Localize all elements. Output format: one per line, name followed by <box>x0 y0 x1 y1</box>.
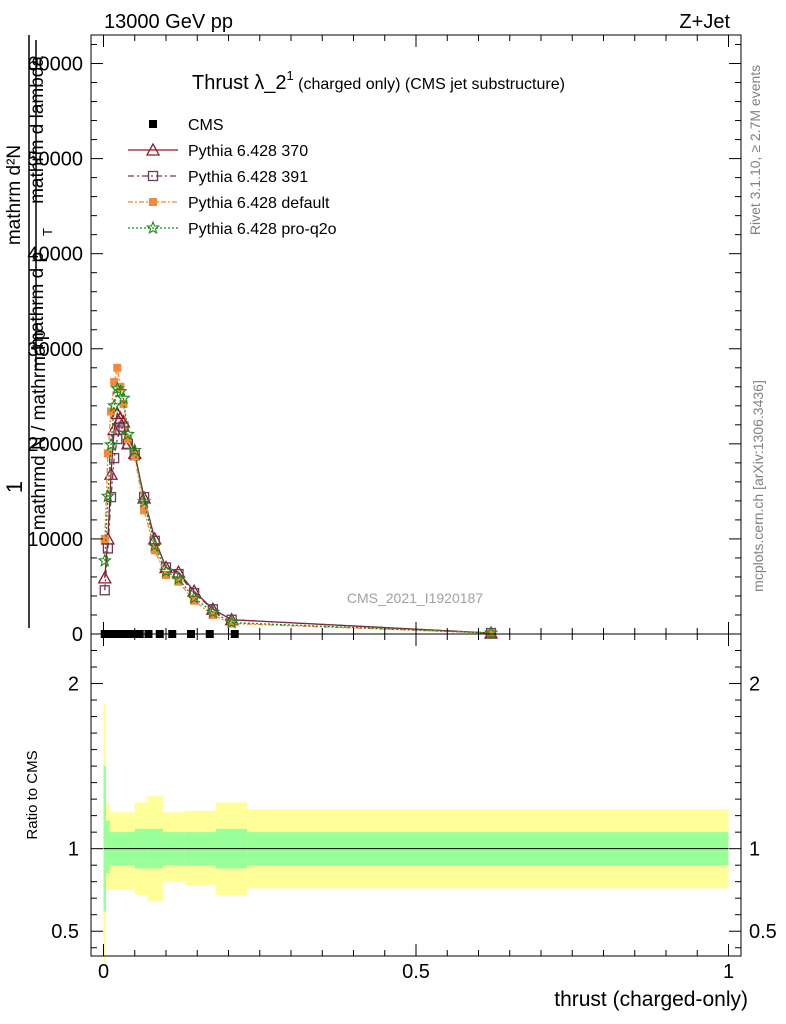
point-pythia-6-428-default <box>227 619 236 628</box>
point-pythia-6-428-pro-q2o <box>224 615 239 629</box>
legend-marker-pythia-6-428-pro-q2o <box>145 220 161 235</box>
legend-label-pythia-6-428-391: Pythia 6.428 391 <box>188 169 308 186</box>
header-left: 13000 GeV pp <box>104 11 233 33</box>
point-pythia-6-428-default <box>487 629 495 638</box>
point-pythia-6-428-370 <box>137 490 152 504</box>
point-pythia-6-428-391 <box>115 424 126 435</box>
rivet-version-text: Rivet 3.1.10, ≥ 2.7M events <box>747 65 763 235</box>
legend-label-pythia-6-428-default: Pythia 6.428 default <box>188 195 330 212</box>
point-pythia-6-428-default <box>140 506 149 515</box>
point-pythia-6-428-391 <box>138 491 150 503</box>
point-pythia-6-428-default <box>103 449 112 458</box>
mcplots-text: mcplots.cern.ch [arXiv:1306.3436] <box>750 380 766 592</box>
point-pythia-6-428-391 <box>149 535 160 546</box>
point-pythia-6-428-pro-q2o <box>127 442 142 457</box>
point-pythia-6-428-default <box>119 399 128 408</box>
plot-title-rest: (charged only) (CMS jet substructure) <box>294 76 565 93</box>
plot-title-sup: 1 <box>286 68 293 83</box>
point-pythia-6-428-391 <box>99 585 110 596</box>
x-tick-label: 1 <box>723 961 734 983</box>
main-y-tick-label: 20000 <box>27 434 83 456</box>
main-axes: 0 10000 20000 30000 40000 50000 60000 <box>27 34 742 646</box>
point-pythia-6-428-pro-q2o <box>171 571 186 585</box>
ratio-y-tick-label: 0.5 <box>51 921 79 943</box>
x-tick-label: 0 <box>98 961 109 983</box>
legend-marker-cms <box>149 120 157 128</box>
main-y-tick-label: 50000 <box>27 149 83 171</box>
point-pythia-6-428-370 <box>103 466 119 480</box>
point-pythia-6-428-370 <box>116 414 131 428</box>
ylabel-one: 1 <box>2 481 27 493</box>
main-y-tick-label: 10000 <box>27 529 83 551</box>
ratio-y-axis-label: Ratio to CMS <box>24 750 41 839</box>
point-pythia-6-428-370 <box>187 583 202 597</box>
point-pythia-6-428-pro-q2o <box>147 538 162 552</box>
point-pythia-6-428-pro-q2o <box>158 563 174 578</box>
point-pythia-6-428-370 <box>97 570 112 584</box>
series-line-pythia-6-428-default <box>104 367 492 634</box>
legend: CMS Pythia 6.428 370 Pythia 6.428 391 Pythi… <box>128 117 337 238</box>
point-pythia-6-428-pro-q2o <box>100 488 116 503</box>
legend-marker-pythia-6-428-default <box>149 198 157 206</box>
main-y-tick-label: 30000 <box>27 339 83 361</box>
point-pythia-6-428-370 <box>171 564 186 578</box>
point-pythia-6-428-default <box>123 435 132 444</box>
ylabel-sub-t: T <box>40 228 55 236</box>
point-pythia-6-428-pro-q2o <box>483 625 499 640</box>
main-y-tick-label: 0 <box>72 624 83 646</box>
ylabel-num: mathrm d²N <box>4 145 25 245</box>
point-pythia-6-428-default <box>100 534 109 543</box>
point-pythia-6-428-default <box>150 546 159 555</box>
point-pythia-6-428-391 <box>108 452 120 464</box>
header-right: Z+Jet <box>679 11 730 33</box>
legend-label-cms: CMS <box>188 117 224 134</box>
legend-marker-pythia-6-428-391 <box>147 170 159 182</box>
ratio-axes: 0.5 0.5 1 1 2 2 0 0.5 1 <box>51 633 777 983</box>
ratio-y-tick-label-right: 0.5 <box>749 921 777 943</box>
point-pythia-6-428-pro-q2o <box>136 494 152 508</box>
legend-label-pythia-6-428-370: Pythia 6.428 370 <box>188 143 308 160</box>
point-pythia-6-428-pro-q2o <box>205 604 221 619</box>
point-pythia-6-428-pro-q2o <box>97 553 112 567</box>
point-pythia-6-428-default <box>130 452 139 461</box>
point-pythia-6-428-391 <box>102 543 114 554</box>
x-axis-label: thrust (charged-only) <box>554 988 748 1011</box>
point-pythia-6-428-pro-q2o <box>116 390 131 405</box>
ylabel-den: mathrmd N / mathrmd p <box>29 330 50 531</box>
point-pythia-6-428-pro-q2o <box>113 384 128 398</box>
ratio-band-inner <box>103 766 106 912</box>
point-pythia-6-428-pro-q2o <box>186 590 202 604</box>
main-y-tick-label: 40000 <box>27 244 83 266</box>
legend-marker-pythia-6-428-370 <box>145 142 161 156</box>
ratio-y-tick-label: 1 <box>68 839 79 861</box>
main-y-tick-label: 60000 <box>27 54 83 76</box>
ratio-band-inner <box>106 820 110 874</box>
analysis-watermark: CMS_2021_I1920187 <box>347 590 483 606</box>
ratio-plot-area <box>103 703 729 965</box>
main-y-axis-label: 1 mathrmd N / mathrmd p mathrm d²N mathr… <box>2 35 55 628</box>
point-pythia-6-428-pro-q2o <box>106 398 122 412</box>
point-pythia-6-428-default <box>110 378 119 387</box>
point-pythia-6-428-370 <box>113 410 128 424</box>
ylabel-den2b: mathrm d lambda <box>27 56 48 204</box>
ratio-y-tick-label-right: 2 <box>749 674 760 696</box>
point-pythia-6-428-default <box>113 363 122 372</box>
point-pythia-6-428-pro-q2o <box>120 426 136 441</box>
x-tick-label: 0.5 <box>402 961 430 983</box>
ratio-frame <box>90 633 742 957</box>
point-pythia-6-428-default <box>107 407 115 416</box>
point-pythia-6-428-pro-q2o <box>103 437 119 451</box>
plot-title-main: Thrust λ_2 <box>192 72 286 94</box>
legend-label-pythia-6-428-pro-q2o: Pythia 6.428 pro-q2o <box>188 221 337 238</box>
point-pythia-6-428-391 <box>118 421 129 432</box>
ratio-y-tick-label-right: 1 <box>749 839 760 861</box>
plot-title: Thrust λ_21 (charged only) (CMS jet subs… <box>192 68 565 94</box>
ratio-y-tick-label: 2 <box>68 674 79 696</box>
ylabel-den2: mathrm d p <box>27 252 48 348</box>
point-pythia-6-428-default <box>162 571 170 580</box>
